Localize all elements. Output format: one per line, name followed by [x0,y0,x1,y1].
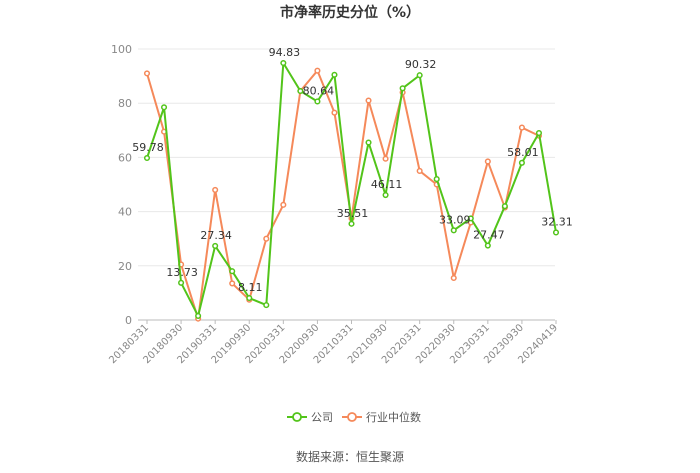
data-point [314,98,321,105]
data-point [348,220,355,227]
data-point [280,59,287,67]
data-point [143,70,151,77]
data-point [518,124,525,131]
y-tick-label: 60 [118,151,132,164]
legend-swatch-marker [292,412,302,422]
data-label: 35.51 [337,207,369,220]
chart-title: 市净率历史分位（%） [280,4,420,21]
data-labels: 59.78 13.73 27.34 8.11 94.83 80.64 35.51 46.11 9… [132,46,573,294]
data-label: 33.09 [439,213,471,226]
y-axis: 0 20 40 60 80 100 [111,43,132,327]
series-line-1 [146,69,540,320]
data-point [484,158,491,165]
data-label: 32.31 [541,215,573,228]
data-point [433,176,440,183]
y-tick-label: 80 [118,97,132,110]
data-point [552,229,560,236]
data-point [501,203,508,210]
data-point [246,294,253,302]
data-label: 58.01 [507,146,539,159]
x-axis: 2018033120180930201903312019093020200331… [107,319,560,366]
data-label: 13.73 [166,266,198,279]
data-point [212,186,219,193]
data-point [143,154,151,162]
data-point [416,72,423,79]
y-tick-label: 40 [118,206,132,219]
data-point [229,268,236,275]
data-point [263,235,270,242]
data-point [365,97,372,104]
y-tick-label: 20 [118,260,132,273]
data-label: 80.64 [303,84,335,97]
data-point [416,167,423,174]
legend[interactable]: 公司 行业中位数 [287,410,421,424]
data-point [229,280,236,287]
data-point [195,312,202,319]
data-point [382,155,389,162]
legend-label: 行业中位数 [366,410,421,424]
data-point [178,279,185,286]
data-point [263,302,270,309]
data-point [314,67,321,74]
data-point [365,139,372,146]
data-point [399,85,406,92]
data-point [297,87,304,95]
data-point [535,129,543,137]
data-point [450,274,457,282]
data-label: 8.11 [238,281,263,294]
series-layer [143,59,560,322]
legend-item-1[interactable]: 行业中位数 [342,410,421,424]
legend-label: 公司 [311,411,333,424]
data-label: 94.83 [269,46,301,59]
data-point [484,242,491,249]
data-point [450,227,457,234]
data-label: 46.11 [371,178,403,191]
y-tick-label: 0 [125,314,132,327]
data-point [331,71,338,78]
data-label: 27.34 [200,229,232,242]
data-point [331,109,338,116]
data-label: 27.47 [473,229,505,242]
data-point [518,159,525,166]
legend-swatch-marker [347,412,357,422]
data-point [280,201,287,208]
data-label: 90.32 [405,58,437,71]
data-label: 59.78 [132,141,164,154]
data-point [160,104,168,111]
legend-item-0[interactable]: 公司 [287,411,333,424]
y-tick-label: 100 [111,43,132,56]
data-point [467,215,474,222]
series-line-0 [146,62,557,317]
data-source: 数据来源：恒生聚源 [296,449,404,464]
data-point [382,191,389,199]
data-point [212,242,219,249]
